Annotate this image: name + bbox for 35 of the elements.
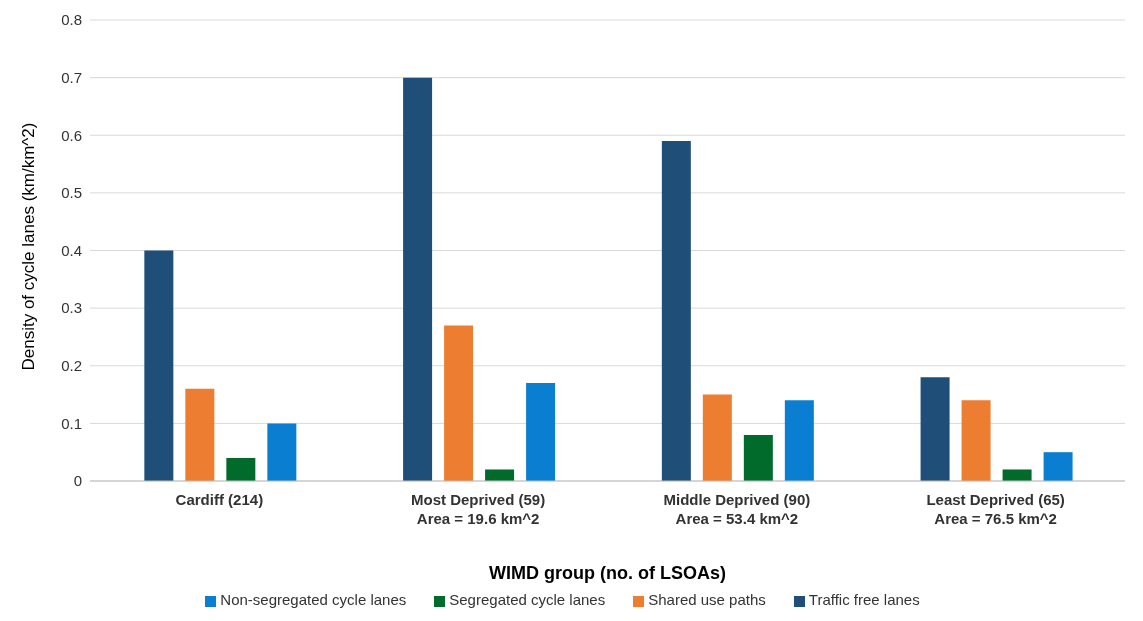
y-tick-label: 0.2 [61, 357, 82, 375]
y-tick-label: 0.1 [61, 414, 82, 432]
y-tick-label: 0.8 [61, 11, 82, 29]
legend-label: Non-segregated cycle lanes [220, 591, 407, 608]
bar [743, 434, 773, 481]
bar [403, 77, 433, 481]
bar [961, 400, 991, 481]
bar [526, 383, 556, 481]
bar [661, 141, 691, 481]
bar [226, 457, 256, 481]
bar [920, 377, 950, 481]
bar [185, 388, 215, 481]
bar [1002, 469, 1032, 481]
bar [1043, 452, 1073, 481]
bar [784, 400, 814, 481]
bar [444, 325, 474, 481]
x-tick-label: Cardiff (214) [175, 491, 264, 508]
x-tick-label: Most Deprived (59) Area = 19.6 km^2 [411, 491, 546, 527]
bar [702, 394, 732, 481]
y-tick-label: 0.7 [61, 68, 82, 86]
y-tick-label: 0.3 [61, 299, 82, 317]
legend-label: Shared use paths [648, 591, 766, 608]
x-tick-label: Middle Deprived (90) Area = 53.4 km^2 [663, 491, 811, 527]
y-tick-label: 0.5 [61, 184, 82, 202]
legend-label: Segregated cycle lanes [449, 591, 606, 608]
y-axis-title: Density of cycle lanes (km/km^2) [19, 122, 39, 371]
x-tick-label: Least Deprived (65) Area = 76.5 km^2 [926, 491, 1065, 527]
x-axis-title: WIMD group (no. of LSOAs) [489, 563, 726, 583]
legend-label: Traffic free lanes [808, 591, 920, 608]
bar [144, 250, 174, 481]
y-tick-label: 0.4 [61, 241, 82, 259]
y-tick-label: 0.6 [61, 126, 82, 144]
bar [485, 469, 515, 481]
bar [267, 423, 297, 481]
y-tick-label: 0 [73, 472, 82, 490]
